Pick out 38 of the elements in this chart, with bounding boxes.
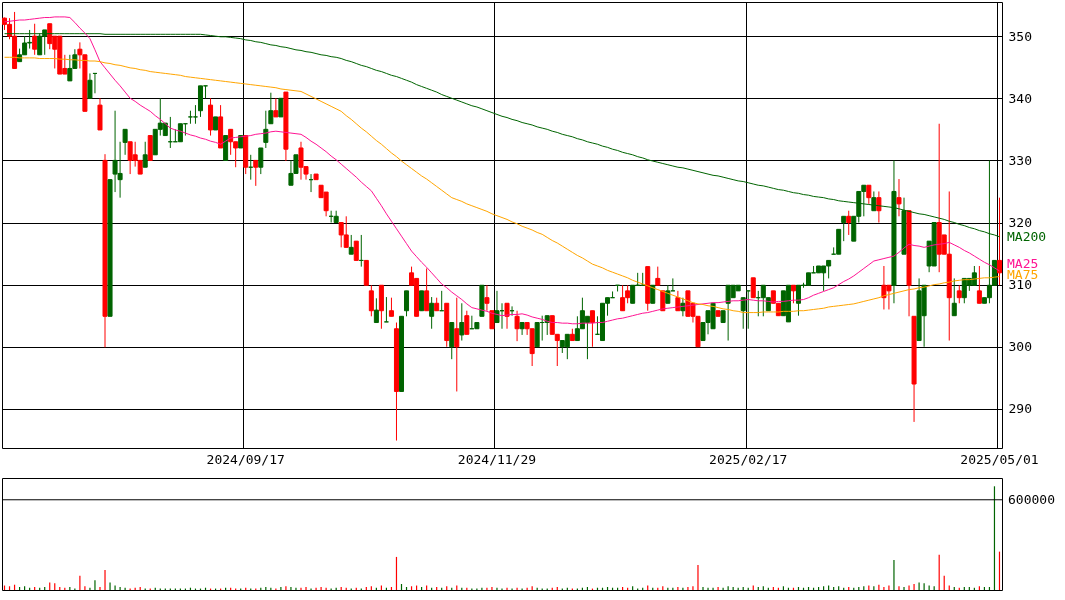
candlestick: [534, 322, 540, 348]
candlestick: [363, 259, 369, 286]
text: 600000: [1008, 491, 1055, 507]
candlestick: [398, 315, 405, 392]
candlestick: [278, 97, 284, 118]
candlestick: [388, 297, 394, 317]
candlestick: [896, 178, 902, 217]
y-tick-label: 340: [1008, 90, 1032, 106]
candlestick: [147, 135, 153, 161]
candlestick: [177, 123, 183, 143]
y-tick-label: 290: [1008, 401, 1032, 417]
candlestick: [162, 122, 168, 137]
y-tick-label: 330: [1008, 152, 1032, 168]
candlestick: [223, 135, 229, 161]
series-label: MA200: [1007, 228, 1047, 244]
series-label: MA25: [1007, 255, 1039, 271]
candlestick: [213, 116, 219, 131]
candlestick: [836, 228, 842, 255]
x-tick-label: 2025/05/01: [960, 451, 1039, 467]
candlestick: [313, 173, 319, 181]
y-tick-label: 310: [1008, 277, 1032, 293]
candlestick: [353, 240, 359, 261]
candlestick: [479, 284, 485, 317]
candlestick: [715, 310, 721, 317]
candlestick: [630, 284, 636, 304]
candlestick: [474, 322, 480, 330]
y-tick-label: 350: [1008, 28, 1032, 44]
candlestick: [660, 290, 666, 312]
candlestick: [419, 290, 425, 312]
y-tick-label: 320: [1008, 215, 1032, 231]
candlestick: [650, 284, 656, 304]
candlestick: [750, 277, 756, 299]
x-tick-label: 2025/02/17: [709, 451, 788, 467]
x-tick-label: 2024/09/17: [206, 451, 285, 467]
x-tick-label: 2024/11/29: [457, 451, 537, 467]
candlestick: [816, 265, 822, 274]
y-tick-label: 300: [1008, 339, 1032, 355]
candlestick: [785, 284, 791, 323]
